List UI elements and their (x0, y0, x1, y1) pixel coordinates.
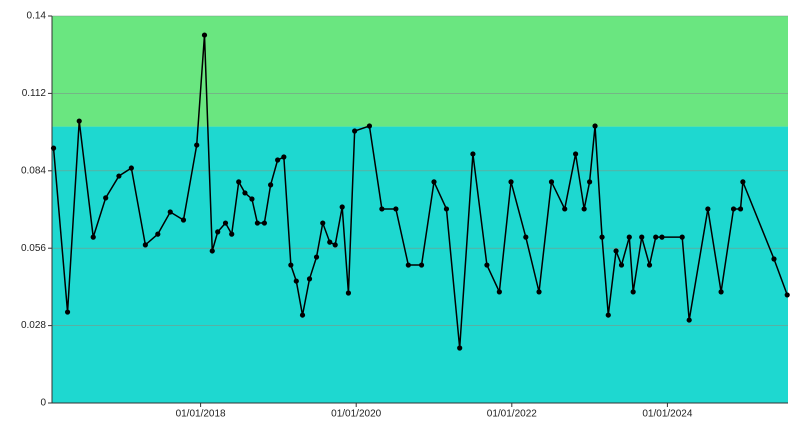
point (50, 145, 57, 151)
point (405, 262, 411, 268)
point (613, 248, 619, 254)
point (236, 179, 242, 185)
point (639, 234, 645, 240)
point (180, 217, 187, 223)
point (740, 179, 746, 185)
point (784, 292, 790, 298)
point (508, 179, 514, 185)
point (327, 239, 333, 245)
point (626, 234, 632, 240)
point (313, 254, 320, 260)
x-tick-label: 01/01/2022 (487, 409, 537, 420)
point (659, 234, 665, 240)
point (592, 123, 598, 129)
point (64, 309, 71, 315)
point (393, 206, 399, 212)
point (128, 165, 134, 171)
point (352, 128, 358, 134)
point (737, 206, 744, 212)
y-tick-label: 0.028 (21, 320, 46, 331)
point (599, 234, 605, 240)
point (653, 234, 659, 240)
point (679, 234, 685, 240)
point (293, 278, 299, 284)
point (718, 289, 724, 295)
point (484, 262, 490, 268)
point (548, 179, 555, 185)
band (52, 16, 788, 127)
point (242, 190, 248, 196)
point (76, 118, 82, 124)
point (523, 234, 529, 240)
y-tick-label: 0 (40, 398, 46, 409)
point (443, 206, 450, 212)
point (288, 262, 294, 268)
point (705, 206, 711, 212)
point (730, 206, 737, 212)
point (229, 231, 235, 237)
point (209, 248, 215, 254)
point (686, 317, 692, 323)
point (562, 206, 568, 212)
point (261, 220, 267, 226)
point (306, 276, 313, 282)
point (587, 179, 593, 185)
y-tick-label: 0.112 (22, 88, 47, 99)
point (142, 242, 148, 248)
point (90, 234, 96, 240)
x-tick-label: 01/01/2020 (331, 409, 381, 420)
point (194, 142, 200, 148)
point (332, 242, 338, 248)
point (103, 195, 109, 201)
point (418, 262, 425, 268)
point (201, 32, 208, 38)
point (366, 123, 373, 129)
x-tick-label: 01/01/2024 (642, 409, 692, 420)
x-tick-label: 01/01/2018 (176, 409, 226, 420)
point (630, 289, 636, 295)
y-tick-label: 0.084 (21, 165, 46, 176)
point (155, 231, 161, 237)
point (536, 289, 542, 295)
point (339, 204, 345, 210)
point (618, 262, 625, 268)
point (281, 154, 287, 160)
point (496, 289, 502, 295)
point (646, 262, 653, 268)
point (167, 209, 173, 215)
point (573, 151, 579, 157)
point (320, 220, 326, 226)
point (771, 256, 777, 262)
point (605, 312, 611, 318)
point (275, 157, 281, 163)
point (116, 173, 122, 179)
point (268, 182, 274, 188)
point (470, 151, 476, 157)
point (299, 312, 306, 318)
point (379, 206, 385, 212)
point (254, 220, 260, 226)
point (249, 196, 255, 202)
point (222, 220, 229, 226)
y-tick-label: 0.056 (21, 243, 46, 254)
point (457, 345, 463, 351)
y-tick-label: 0.14 (27, 11, 47, 22)
point (345, 290, 352, 296)
point (215, 229, 221, 235)
point (431, 179, 437, 185)
point (581, 206, 587, 212)
